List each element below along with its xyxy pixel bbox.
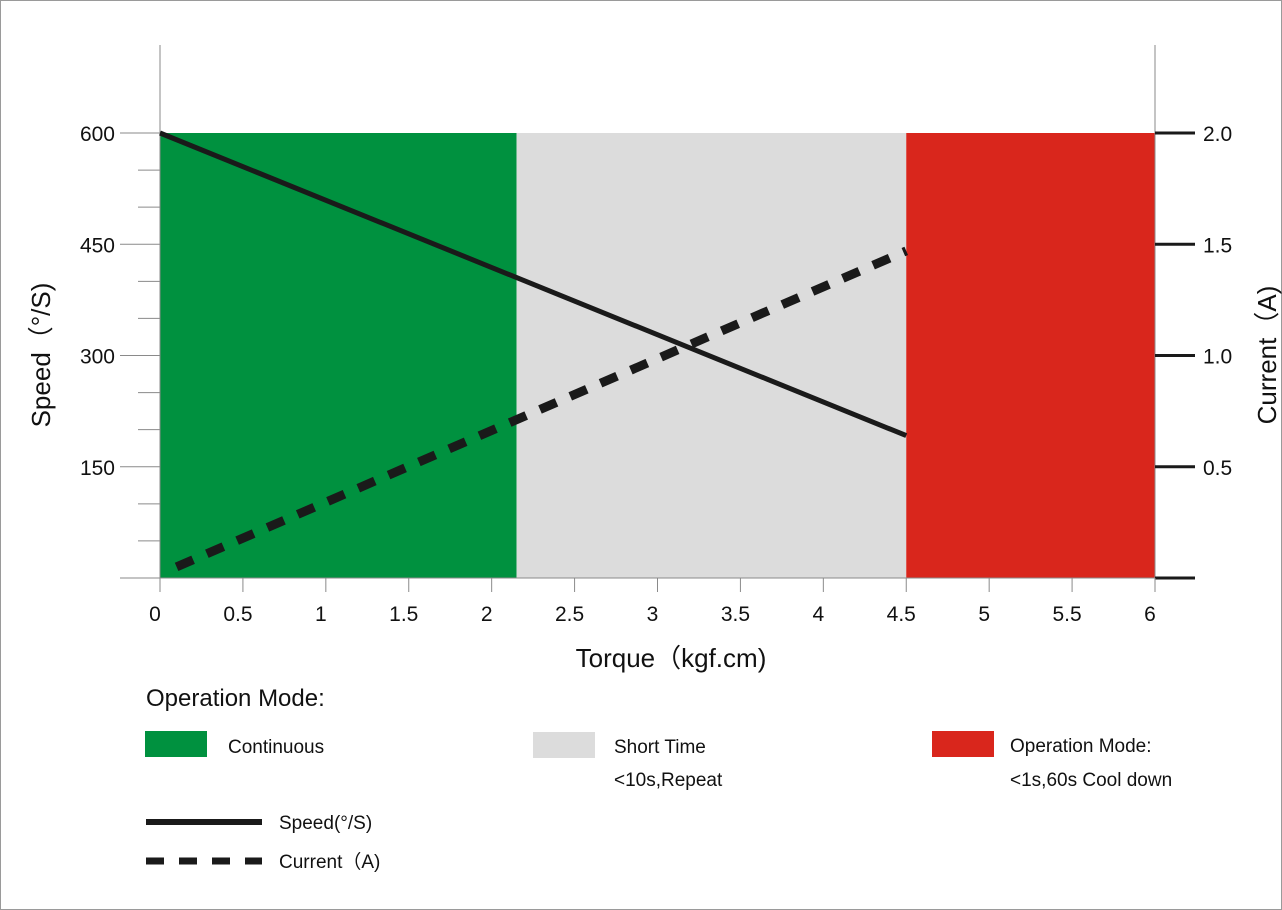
x-tick-label-7: 3.5 <box>721 603 750 626</box>
x-tick-label-11: 5.5 <box>1052 603 1081 626</box>
legend-swatch-short-time <box>533 732 595 758</box>
y2-tick-label-0: 0.5 <box>1203 457 1232 480</box>
legend-label-continuous: Continuous <box>228 737 324 758</box>
y-tick-label-2: 450 <box>80 234 115 257</box>
current-line <box>174 246 909 572</box>
tick-labels: 0 0.5 1 1.5 2 2.5 3 3.5 4 4.5 5 5.5 6 150 300 450 600 0.5… <box>80 123 1232 626</box>
x-tick-label-4: 2 <box>481 603 493 626</box>
y-tick-label-3: 600 <box>80 123 115 146</box>
x-tick-label-3: 1.5 <box>389 603 418 626</box>
y2-tick-label-3: 2.0 <box>1203 123 1232 146</box>
operation-regions <box>160 133 1155 578</box>
x-tick-label-1: 0.5 <box>223 603 252 626</box>
y2-tick-label-2: 1.5 <box>1203 234 1232 257</box>
y-tick-label-1: 300 <box>80 346 115 369</box>
chart-axes <box>120 45 1195 592</box>
x-tick-label-2: 1 <box>315 603 327 626</box>
y2-tick-label-1: 1.0 <box>1203 346 1232 369</box>
x-tick-label-0: 0 <box>149 603 161 626</box>
x-tick-label-9: 4.5 <box>887 603 916 626</box>
x-tick-label-6: 3 <box>647 603 659 626</box>
region-2 <box>906 133 1155 578</box>
y-axis-title: Speed（°/S) <box>26 283 56 428</box>
legend-label-current: Current（A) <box>279 851 380 873</box>
x-tick-label-8: 4 <box>812 603 824 626</box>
series-lines <box>159 130 909 572</box>
legend-label-overload: Operation Mode: <box>1010 736 1152 757</box>
x-tick-label-10: 5 <box>978 603 990 626</box>
x-axis-title: Torque（kgf.cm) <box>576 643 767 673</box>
legend-title: Operation Mode: <box>146 685 325 712</box>
legend-label-short-time: Short Time <box>614 737 706 758</box>
legend-swatch-overload <box>932 731 994 757</box>
legend-label-speed: Speed(°/S) <box>279 813 372 834</box>
legend-sublabel-overload: <1s,60s Cool down <box>1010 770 1172 791</box>
y-tick-label-0: 150 <box>80 457 115 480</box>
region-0 <box>160 133 517 578</box>
speed-line <box>159 130 908 438</box>
y2-axis-title: Current（A) <box>1252 286 1282 425</box>
x-tick-label-5: 2.5 <box>555 603 584 626</box>
x-tick-label-12: 6 <box>1144 603 1156 626</box>
legend-swatch-continuous <box>145 731 207 757</box>
legend-sublabel-short-time: <10s,Repeat <box>614 770 723 791</box>
